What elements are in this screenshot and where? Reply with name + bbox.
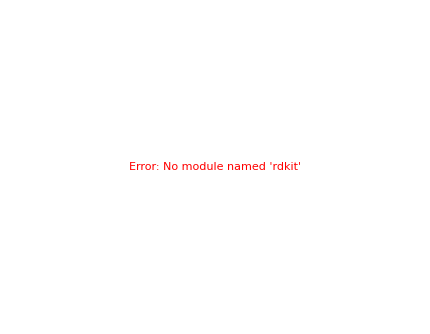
Text: Error: No module named 'rdkit': Error: No module named 'rdkit' xyxy=(129,162,301,172)
